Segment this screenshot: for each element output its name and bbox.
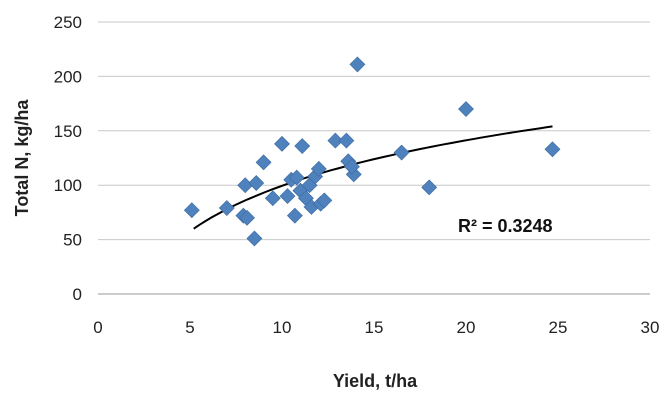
y-tick-label: 200: [54, 67, 82, 86]
data-point: [393, 144, 410, 161]
x-tick-label: 20: [457, 318, 476, 337]
data-point: [248, 175, 265, 191]
data-point: [421, 179, 438, 196]
x-tick-labels: 0 5 10 15 20 25 30: [93, 318, 659, 337]
data-point: [239, 209, 255, 226]
y-tick-label: 100: [54, 176, 82, 195]
data-point: [338, 132, 355, 149]
y-tick-label: 150: [54, 122, 82, 141]
x-tick-label: 0: [93, 318, 102, 337]
data-point: [288, 169, 305, 186]
trendline: [193, 125, 553, 230]
x-tick-label: 25: [549, 318, 568, 337]
data-point: [255, 154, 272, 171]
x-tick-label: 30: [641, 318, 660, 337]
y-axis-title: Total N, kg/ha: [12, 99, 32, 217]
y-tick-label: 250: [54, 13, 82, 32]
data-point: [183, 202, 200, 219]
data-point: [294, 138, 311, 154]
data-point: [218, 200, 235, 216]
data-point: [237, 177, 254, 194]
data-point: [286, 207, 303, 224]
x-tick-label: 15: [365, 318, 384, 337]
data-point: [343, 158, 360, 175]
gridlines: [98, 21, 650, 241]
data-point: [544, 141, 561, 158]
data-point: [349, 56, 366, 73]
data-point: [327, 132, 344, 149]
data-points: [183, 56, 561, 247]
data-point: [279, 188, 296, 205]
data-point: [274, 135, 290, 152]
x-tick-label: 10: [273, 318, 292, 337]
x-axis-title: Yield, t/ha: [333, 371, 418, 391]
y-tick-label: 50: [63, 231, 82, 250]
y-tick-labels: 0 50 100 150 200 250: [54, 13, 82, 304]
x-tick-label: 5: [185, 318, 194, 337]
r-squared-annotation: R² = 0.3248: [458, 216, 553, 236]
data-point: [458, 101, 474, 117]
data-point: [246, 230, 263, 247]
data-point: [264, 190, 281, 207]
data-point: [310, 160, 327, 177]
data-point: [316, 192, 333, 209]
y-tick-label: 0: [73, 285, 82, 304]
